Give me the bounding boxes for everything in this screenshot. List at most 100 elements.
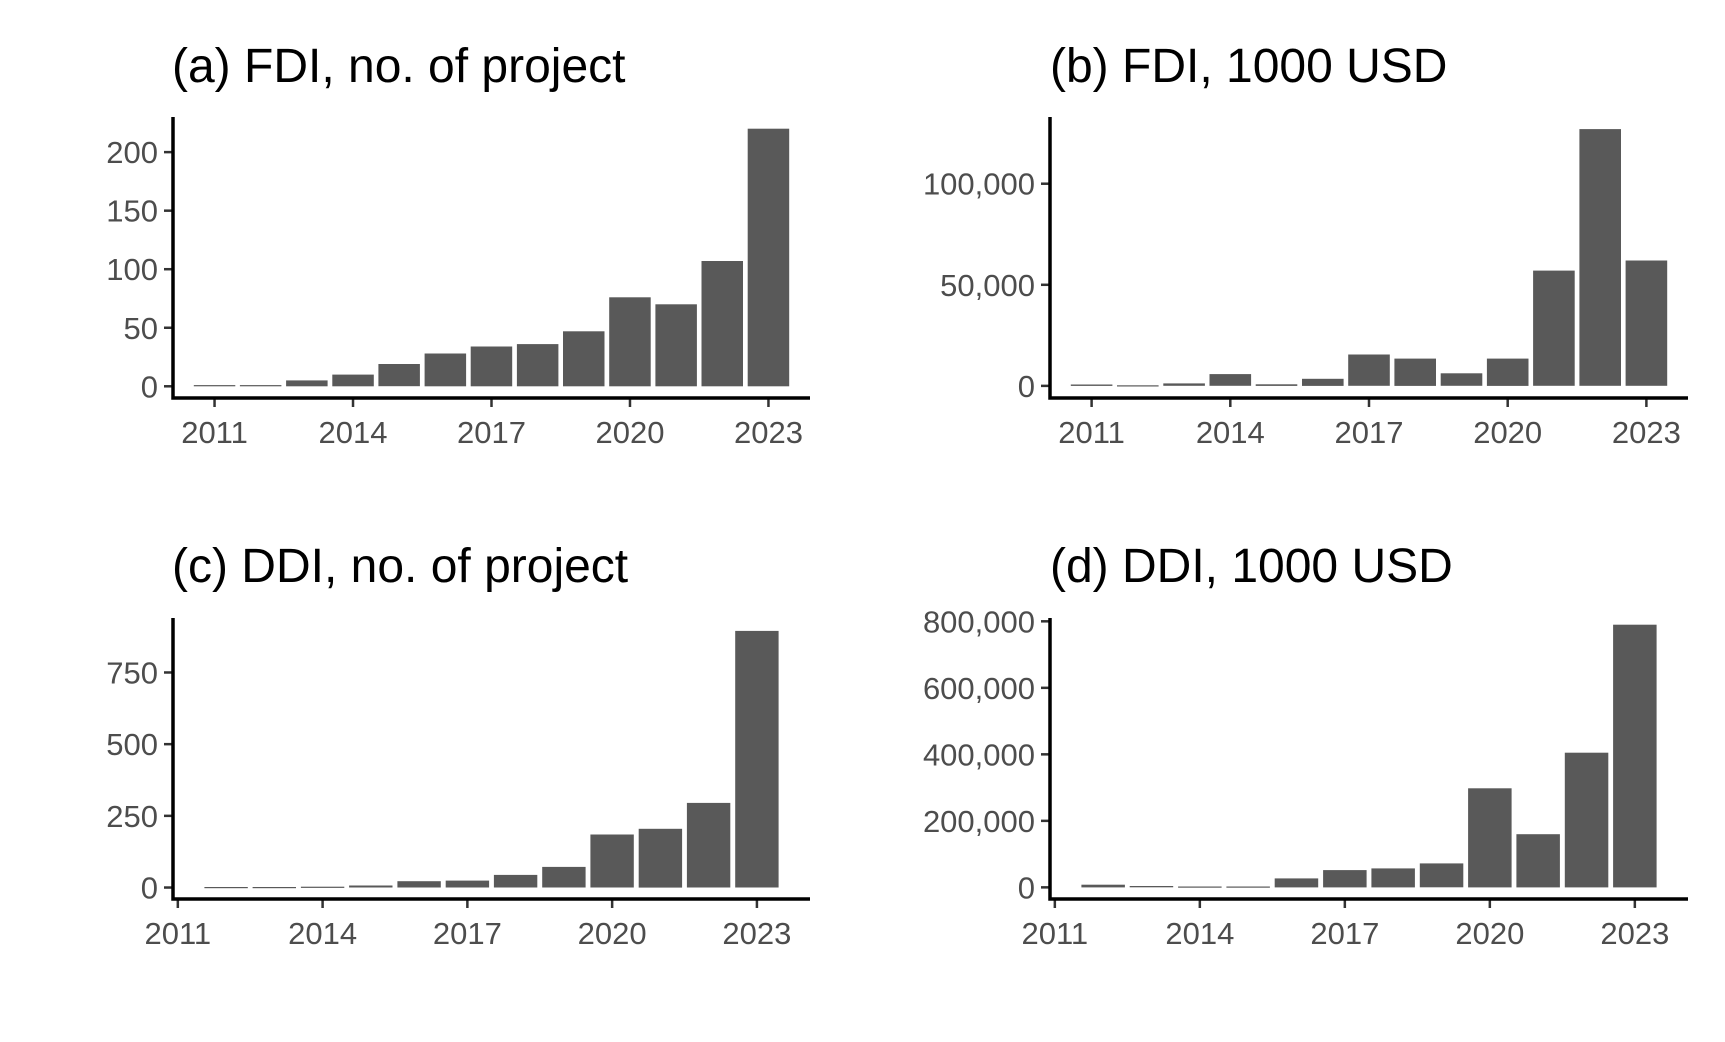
panel-d-bar-2015 <box>1226 886 1270 888</box>
panel-d-y-tick-label: 400,000 <box>923 737 1035 772</box>
panel-c-bars <box>204 630 779 889</box>
panel-c-bar-2021 <box>638 828 683 888</box>
panel-d-bar-2014 <box>1178 886 1222 888</box>
panel-c-bar-2023 <box>735 630 779 888</box>
panel-b-y-tick-label: 0 <box>1018 369 1035 404</box>
panel-a-bar-2019 <box>563 331 605 387</box>
panel-c-y-tick-label: 0 <box>141 871 158 906</box>
panel-b-bar-2021 <box>1533 270 1575 386</box>
panel-c-bar-2020 <box>590 834 634 888</box>
panel-b-y-tick-label: 50,000 <box>940 268 1035 303</box>
panel-a-y-tick-label: 150 <box>106 194 158 229</box>
panel-d-axis-lines <box>1048 618 1688 901</box>
panel-a-x-tick-label: 2020 <box>595 415 664 450</box>
panel-a-axis-lines <box>171 117 810 400</box>
panel-b-bar-2019 <box>1440 373 1483 386</box>
panel-c-x-axis: 2011 2014 2017 2020 2023 <box>144 899 791 951</box>
panel-b-x-tick-label: 2023 <box>1612 415 1681 450</box>
panel-c-bar-2022 <box>686 802 731 888</box>
panel-d-y-tick-label: 200,000 <box>923 804 1035 839</box>
panel-d-bar-2019 <box>1419 863 1464 888</box>
panel-c-y-tick-label: 250 <box>106 799 158 834</box>
panel-a-y-axis: 0 50 100 150 200 <box>106 135 173 404</box>
panel-b-bar-2020 <box>1486 358 1529 386</box>
panel-d-bar-2016 <box>1274 878 1319 888</box>
panel-b-bar-2018 <box>1394 358 1436 386</box>
panel-b-title: (b) FDI, 1000 USD <box>1050 40 1447 93</box>
panel-a-bar-2023 <box>747 128 790 387</box>
panel-c-y-tick-label: 500 <box>106 727 158 762</box>
panel-d: (d) DDI, 1000 USD 0 200,000 400,000 600,000… <box>923 540 1688 951</box>
panel-d-x-tick-label: 2017 <box>1310 916 1379 951</box>
panel-c-bar-2013 <box>252 887 296 889</box>
panel-a-bar-2021 <box>655 304 697 387</box>
panel-c-title: (c) DDI, no. of project <box>172 540 628 593</box>
panel-b-bar-2016 <box>1302 378 1344 386</box>
panel-d-y-tick-label: 800,000 <box>923 604 1035 639</box>
panel-b-y-tick-label: 100,000 <box>923 167 1035 202</box>
panel-a-y-tick-label: 100 <box>106 252 158 287</box>
panel-d-title: (d) DDI, 1000 USD <box>1050 540 1453 593</box>
panel-a-bars <box>193 128 790 387</box>
panel-d-bar-2013 <box>1129 886 1174 888</box>
panel-b-x-tick-label: 2017 <box>1335 415 1404 450</box>
panel-b-x-tick-label: 2014 <box>1196 415 1265 450</box>
panel-a-x-axis: 2011 2014 2017 2020 2023 <box>181 398 803 450</box>
panel-d-bar-2018 <box>1371 868 1415 888</box>
panel-d-bar-2022 <box>1564 752 1609 888</box>
panel-c-bar-2015 <box>349 885 393 888</box>
panel-b-x-tick-label: 2011 <box>1058 415 1125 450</box>
panel-c-x-tick-label: 2017 <box>433 916 502 951</box>
panel-a-bar-2012 <box>239 385 282 387</box>
panel-a-y-tick-label: 50 <box>124 311 158 346</box>
panel-d-bar-2017 <box>1323 870 1367 888</box>
panel-a-x-tick-label: 2011 <box>181 415 248 450</box>
panel-c-axis-lines <box>171 618 810 901</box>
panel-c-x-tick-label: 2011 <box>144 916 211 951</box>
panel-b-y-axis: 0 50,000 100,000 <box>923 167 1050 404</box>
panel-b-bar-2015 <box>1255 384 1298 386</box>
panel-a-bar-2014 <box>332 374 374 387</box>
panel-a-title: (a) FDI, no. of project <box>172 40 626 93</box>
panel-d-x-tick-label: 2011 <box>1021 916 1088 951</box>
panel-b-bar-2022 <box>1579 129 1621 386</box>
panel-a-bar-2020 <box>609 297 651 387</box>
panel-d-x-tick-label: 2020 <box>1455 916 1524 951</box>
panel-c-bar-2019 <box>542 866 586 888</box>
panel-d-y-axis: 0 200,000 400,000 600,000 800,000 <box>923 604 1050 905</box>
panel-a-bar-2016 <box>424 353 467 387</box>
panel-c-bar-2016 <box>397 881 441 888</box>
panel-d-bar-2012 <box>1081 884 1125 888</box>
panel-d-x-tick-label: 2014 <box>1165 916 1234 951</box>
panel-c-x-tick-label: 2023 <box>722 916 791 951</box>
panel-d-bars <box>1081 624 1657 888</box>
panel-b-bar-2011 <box>1070 384 1113 386</box>
panel-a-bar-2018 <box>516 344 559 387</box>
panel-a-x-tick-label: 2023 <box>734 415 803 450</box>
panel-c-y-axis: 0 250 500 750 <box>106 655 173 906</box>
panel-d-y-tick-label: 0 <box>1018 870 1035 905</box>
panel-a-bar-2015 <box>378 364 420 387</box>
panel-a-bar-2013 <box>286 380 328 387</box>
panel-b-x-tick-label: 2020 <box>1473 415 1542 450</box>
panel-d-bar-2021 <box>1516 834 1560 888</box>
panel-a-x-tick-label: 2017 <box>457 415 526 450</box>
panel-b-bars <box>1070 129 1668 387</box>
panel-c-x-tick-label: 2020 <box>578 916 647 951</box>
panel-b-x-axis: 2011 2014 2017 2020 2023 <box>1058 398 1681 450</box>
panel-b-bar-2017 <box>1348 354 1390 386</box>
panel-b-bar-2014 <box>1209 374 1252 386</box>
panel-c-bar-2017 <box>445 880 490 888</box>
panel-a-y-tick-label: 0 <box>141 369 158 404</box>
panel-a-bar-2011 <box>193 385 236 387</box>
panel-c-x-tick-label: 2014 <box>288 916 357 951</box>
panel-d-y-tick-label: 600,000 <box>923 671 1035 706</box>
panel-c-bar-2014 <box>300 886 345 888</box>
panel-b-axis-lines <box>1048 117 1688 400</box>
panel-c-y-tick-label: 750 <box>106 655 158 690</box>
panel-a: (a) FDI, no. of project 0 50 100 150 200 201… <box>106 40 810 450</box>
panel-d-bar-2023 <box>1613 624 1657 888</box>
